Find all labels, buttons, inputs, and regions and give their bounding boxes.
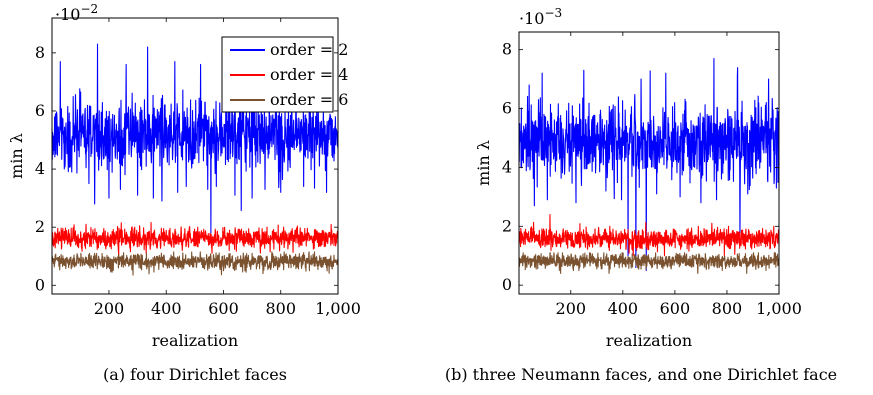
y-scale-label-b: ·10−3 xyxy=(519,6,562,28)
y-axis-label-b: min λ xyxy=(474,140,493,186)
caption-a: (a) four Dirichlet faces xyxy=(103,365,287,384)
legend-label-order-2: order = 2 xyxy=(270,40,348,59)
series-line-order-6 xyxy=(51,251,339,276)
x-tick-label: 1,000 xyxy=(756,299,802,318)
plot-frame-b xyxy=(518,31,780,295)
y-tick-label: 8 xyxy=(502,40,512,59)
x-axis-label-a: realization xyxy=(152,331,238,350)
legend-label-order-6: order = 6 xyxy=(270,90,348,109)
y-tick-label: 8 xyxy=(35,43,45,62)
series-line-order-4 xyxy=(518,213,780,257)
x-tick-label: 1,000 xyxy=(315,299,361,318)
x-tick-label: 400 xyxy=(608,299,639,318)
y-tick-label: 0 xyxy=(35,275,45,294)
chart-panel-b: 200 400 600 800 1,000 0 2 4 6 8 ·10−3 min λ reali… xyxy=(445,6,837,384)
x-tick-label: 400 xyxy=(151,299,182,318)
legend-label-order-4: order = 4 xyxy=(270,65,348,84)
ticks-b: 200 400 600 800 1,000 0 2 4 6 8 xyxy=(502,32,802,318)
y-tick-label: 4 xyxy=(35,159,45,178)
x-tick-label: 800 xyxy=(712,299,743,318)
plot-lines-a xyxy=(51,43,339,276)
x-tick-label: 800 xyxy=(265,299,296,318)
y-tick-label: 0 xyxy=(502,275,512,294)
legend: order = 2 order = 4 order = 6 xyxy=(221,36,348,113)
y-tick-label: 2 xyxy=(35,217,45,236)
x-tick-label: 200 xyxy=(94,299,125,318)
plot-frame-a xyxy=(51,17,339,295)
y-axis-label-a: min λ xyxy=(7,133,26,179)
chart-panel-a: 200 400 600 800 1,000 0 2 4 6 8 ·10−2 min λ reali… xyxy=(7,2,361,384)
series-line-order-2 xyxy=(518,57,780,271)
series-line-order-6 xyxy=(518,252,780,274)
x-tick-label: 200 xyxy=(556,299,587,318)
plot-lines-b xyxy=(518,57,780,274)
caption-b: (b) three Neumann faces, and one Dirichl… xyxy=(445,365,837,384)
y-tick-label: 6 xyxy=(35,101,45,120)
x-axis-label-b: realization xyxy=(606,331,692,350)
series-line-order-4 xyxy=(51,222,339,257)
series-line-order-2 xyxy=(51,43,339,234)
y-tick-label: 6 xyxy=(502,99,512,118)
y-tick-label: 4 xyxy=(502,157,512,176)
ticks-a: 200 400 600 800 1,000 0 2 4 6 8 xyxy=(35,18,361,318)
x-tick-label: 600 xyxy=(660,299,691,318)
y-scale-label-a: ·10−2 xyxy=(55,2,98,24)
x-tick-label: 600 xyxy=(208,299,239,318)
y-tick-label: 2 xyxy=(502,216,512,235)
